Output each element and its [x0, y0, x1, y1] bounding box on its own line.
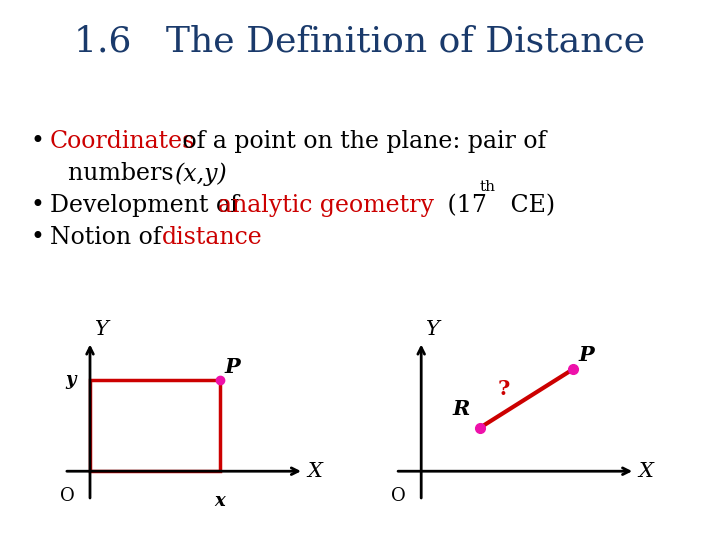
Text: of a point on the plane: pair of: of a point on the plane: pair of: [175, 130, 546, 153]
Text: numbers: numbers: [68, 162, 189, 185]
Text: O: O: [60, 487, 75, 505]
Text: Y: Y: [95, 320, 109, 339]
Text: (x,y): (x,y): [175, 162, 228, 186]
Text: x: x: [215, 492, 225, 510]
Text: •: •: [30, 226, 44, 249]
Text: •: •: [30, 194, 44, 217]
Text: P: P: [579, 345, 595, 365]
Text: th: th: [480, 180, 496, 194]
Text: R: R: [452, 399, 469, 419]
Text: Notion of: Notion of: [50, 226, 169, 249]
Text: y: y: [66, 372, 76, 389]
Text: CE): CE): [503, 194, 555, 217]
Text: analytic geometry: analytic geometry: [218, 194, 434, 217]
Text: Development of: Development of: [50, 194, 246, 217]
Text: (17: (17: [440, 194, 487, 217]
Text: X: X: [307, 462, 322, 481]
Bar: [90, 380, 220, 471]
Text: Y: Y: [426, 320, 440, 339]
Text: O: O: [391, 487, 406, 505]
Text: ?: ?: [498, 380, 510, 400]
Text: •: •: [30, 130, 44, 153]
Text: Coordinates: Coordinates: [50, 130, 195, 153]
Text: 1.6   The Definition of Distance: 1.6 The Definition of Distance: [74, 24, 646, 58]
Text: distance: distance: [162, 226, 263, 249]
Text: P: P: [225, 356, 240, 376]
Text: X: X: [638, 462, 653, 481]
